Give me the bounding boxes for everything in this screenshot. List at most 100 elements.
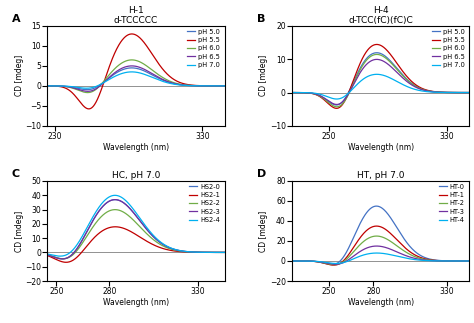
pH 7.0 (289, 91, 295, 95)
pH 6.0 (45, 84, 50, 88)
HT-3 (435, 259, 441, 263)
pH 5.0 (45, 84, 50, 88)
HS2-3 (222, 250, 228, 254)
pH 6.0 (466, 91, 472, 95)
pH 7.0 (45, 84, 50, 88)
pH 6.0 (130, 58, 136, 62)
pH 5.5 (466, 91, 472, 95)
pH 6.0 (435, 90, 441, 94)
HT-0 (375, 204, 381, 208)
HT-0 (395, 228, 401, 232)
pH 5.0 (374, 51, 380, 55)
HT-0 (329, 263, 335, 266)
HS2-0 (130, 211, 136, 214)
HT-4 (466, 259, 472, 263)
pH 6.0 (374, 52, 380, 56)
pH 6.5 (334, 102, 339, 106)
HS2-2 (112, 208, 118, 212)
HS2-1 (45, 254, 50, 257)
pH 5.5 (151, 54, 156, 58)
Legend: pH 5.0, pH 5.5, pH 6.0, pH 6.5, pH 7.0: pH 5.0, pH 5.5, pH 6.0, pH 6.5, pH 7.0 (186, 27, 221, 69)
HT-2 (395, 245, 401, 249)
HS2-3 (151, 235, 156, 239)
HS2-1 (64, 260, 69, 264)
HT-0 (374, 204, 380, 208)
Line: pH 6.5: pH 6.5 (292, 59, 469, 104)
pH 7.0 (375, 72, 381, 76)
HS2-2 (218, 250, 224, 254)
HS2-0 (129, 209, 135, 213)
HT-4 (334, 262, 339, 266)
HS2-2 (141, 229, 147, 233)
pH 5.5 (395, 63, 401, 67)
pH 7.0 (374, 72, 380, 76)
pH 5.0 (218, 84, 224, 88)
pH 7.0 (435, 90, 441, 94)
pH 5.0 (151, 74, 156, 78)
pH 6.5 (129, 64, 135, 68)
pH 5.5 (289, 91, 295, 95)
HT-2 (435, 259, 441, 263)
Title: H-1
d-TCCCCC: H-1 d-TCCCCC (114, 6, 158, 25)
HS2-4 (130, 207, 136, 211)
Line: HS2-3: HS2-3 (47, 200, 225, 259)
Text: B: B (256, 14, 265, 24)
HT-3 (386, 246, 392, 250)
HT-1 (375, 224, 381, 228)
HT-3 (289, 259, 295, 263)
HT-1 (386, 230, 392, 234)
HT-4 (374, 251, 380, 255)
Line: pH 5.0: pH 5.0 (47, 68, 225, 90)
pH 6.5 (435, 90, 441, 94)
pH 6.5 (463, 91, 469, 95)
pH 6.5 (85, 89, 91, 93)
HT-2 (331, 263, 337, 266)
pH 6.0 (151, 69, 156, 73)
pH 5.5 (374, 43, 380, 47)
pH 6.5 (466, 91, 472, 95)
pH 6.0 (334, 105, 339, 109)
Y-axis label: CD [mdeg]: CD [mdeg] (15, 55, 24, 97)
HS2-2 (60, 257, 66, 261)
pH 7.0 (395, 80, 401, 84)
pH 7.0 (374, 72, 379, 76)
pH 5.0 (130, 66, 136, 70)
pH 5.0 (466, 91, 472, 95)
pH 5.0 (463, 91, 469, 95)
pH 5.5 (386, 50, 392, 54)
HT-3 (375, 244, 381, 248)
pH 6.5 (386, 63, 392, 67)
pH 7.0 (83, 86, 89, 90)
HS2-3 (129, 209, 135, 213)
HS2-4 (151, 234, 156, 238)
HS2-3 (191, 250, 196, 254)
Line: HT-1: HT-1 (292, 226, 469, 265)
pH 6.5 (141, 67, 147, 71)
pH 6.0 (141, 62, 147, 66)
pH 6.0 (386, 58, 392, 62)
HS2-2 (151, 238, 156, 242)
pH 7.0 (463, 91, 469, 95)
pH 6.5 (218, 84, 224, 88)
HS2-1 (151, 243, 156, 247)
pH 5.0 (334, 103, 339, 107)
HT-1 (463, 259, 469, 263)
pH 7.0 (222, 84, 228, 88)
pH 5.0 (141, 69, 147, 73)
HS2-4 (112, 193, 118, 197)
pH 6.5 (191, 84, 196, 88)
HS2-3 (130, 211, 136, 214)
HS2-0 (45, 253, 50, 257)
HT-3 (374, 244, 379, 248)
pH 6.5 (222, 84, 228, 88)
Line: pH 7.0: pH 7.0 (292, 74, 469, 99)
pH 6.5 (130, 64, 136, 68)
HT-2 (466, 259, 472, 263)
HS2-4 (129, 206, 135, 210)
pH 5.5 (129, 32, 135, 36)
HT-2 (374, 234, 380, 238)
pH 6.0 (374, 52, 379, 56)
HT-3 (395, 251, 401, 255)
HT-2 (289, 259, 295, 263)
HS2-4 (57, 254, 63, 258)
